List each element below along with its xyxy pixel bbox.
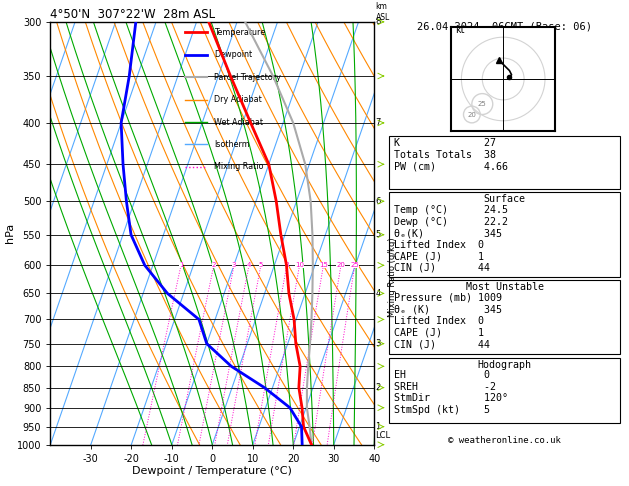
Text: 4°50'N  307°22'W  28m ASL: 4°50'N 307°22'W 28m ASL (50, 8, 216, 21)
Text: LCL: LCL (376, 431, 391, 440)
Text: 2: 2 (376, 383, 381, 392)
Text: Mixing Ratio: Mixing Ratio (214, 162, 264, 172)
Text: 26.04.2024  06GMT (Base: 06): 26.04.2024 06GMT (Base: 06) (417, 22, 593, 32)
Text: Temp (°C)      24.5
Dewp (°C)      22.2
θₑ(K)          345
Lifted Index  0
CAPE : Temp (°C) 24.5 Dewp (°C) 22.2 θₑ(K) 345 … (394, 205, 508, 273)
Text: 5: 5 (259, 262, 263, 268)
Text: Temperature: Temperature (214, 28, 265, 37)
Text: Isotherm: Isotherm (214, 140, 250, 149)
Text: 6: 6 (376, 197, 381, 206)
Text: Wet Adiabat: Wet Adiabat (214, 118, 263, 126)
Text: EH             0
SREH           -2
StmDir         120°
StmSpd (kt)    5: EH 0 SREH -2 StmDir 120° StmSpd (kt) 5 (394, 370, 508, 415)
Text: 8: 8 (376, 17, 381, 26)
Text: 3: 3 (376, 339, 381, 348)
Text: Most Unstable: Most Unstable (465, 282, 544, 292)
X-axis label: Dewpoint / Temperature (°C): Dewpoint / Temperature (°C) (132, 467, 292, 476)
Bar (389, 136, 620, 189)
Text: km
ASL: km ASL (376, 2, 390, 22)
Text: 10: 10 (295, 262, 304, 268)
Text: 1: 1 (376, 422, 381, 431)
Text: 20: 20 (467, 111, 476, 118)
Text: Surface: Surface (484, 194, 526, 205)
Text: K              27
Totals Totals  38
PW (cm)        4.66: K 27 Totals Totals 38 PW (cm) 4.66 (394, 138, 508, 172)
Text: 4: 4 (376, 289, 381, 298)
Bar (389, 192, 620, 277)
Text: 20: 20 (337, 262, 345, 268)
Text: 8: 8 (284, 262, 289, 268)
Text: Pressure (mb) 1009
θₑ (K)         345
Lifted Index  0
CAPE (J)      1
CIN (J)   : Pressure (mb) 1009 θₑ (K) 345 Lifted Ind… (394, 293, 502, 349)
Text: 4: 4 (247, 262, 251, 268)
Text: 2: 2 (211, 262, 216, 268)
Text: Mixing Ratio (g/kg): Mixing Ratio (g/kg) (388, 237, 397, 316)
Text: 3: 3 (232, 262, 237, 268)
Text: Dewpoint: Dewpoint (214, 51, 252, 59)
Bar (389, 280, 620, 354)
Text: 5: 5 (376, 230, 381, 239)
Text: 1: 1 (179, 262, 183, 268)
Text: Dry Adiabat: Dry Adiabat (214, 95, 262, 104)
Text: 25: 25 (350, 262, 359, 268)
Text: © weatheronline.co.uk: © weatheronline.co.uk (448, 435, 561, 445)
Y-axis label: hPa: hPa (6, 223, 15, 243)
Text: 25: 25 (478, 101, 487, 107)
Text: Hodograph: Hodograph (478, 360, 532, 370)
Text: Parcel Trajectory: Parcel Trajectory (214, 73, 281, 82)
Bar (389, 358, 620, 423)
Text: 15: 15 (319, 262, 328, 268)
Text: kt: kt (455, 25, 465, 35)
Text: 7: 7 (376, 119, 381, 127)
